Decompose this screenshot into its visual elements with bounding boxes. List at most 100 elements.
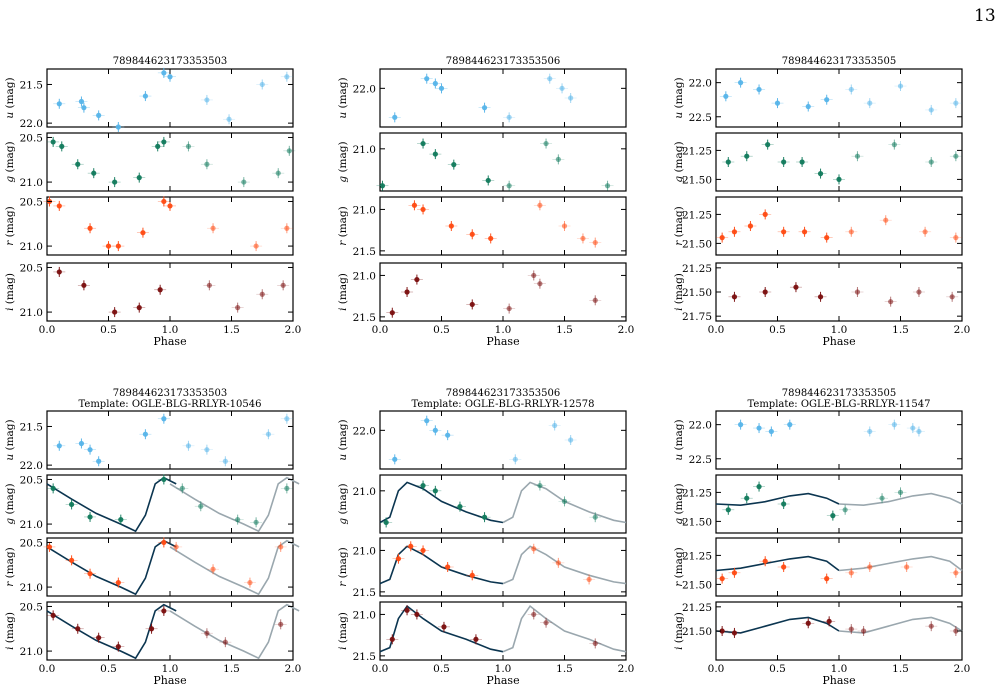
point-marker: [265, 431, 271, 437]
panel-frame: [379, 196, 627, 256]
data-point: [237, 177, 250, 188]
data-point: [136, 227, 149, 238]
y-tick-label: 20.5: [20, 474, 43, 486]
y-axis-label-unit: (mag): [673, 612, 685, 646]
data-point: [845, 624, 858, 635]
data-point: [716, 232, 729, 243]
y-axis-label-unit: (mag): [337, 612, 349, 646]
data-point: [404, 541, 417, 552]
point-marker: [888, 299, 894, 305]
point-marker: [543, 140, 549, 147]
data-point: [543, 73, 556, 84]
point-marker: [441, 624, 447, 630]
data-point: [734, 419, 747, 430]
data-point: [946, 291, 959, 302]
point-marker: [457, 504, 463, 510]
data-point: [469, 634, 482, 645]
x-tick-label: 0.0: [39, 663, 56, 675]
y-axis-label-unit: (mag): [337, 206, 349, 240]
data-point: [84, 568, 97, 579]
point-marker: [56, 203, 62, 209]
panel-r-band: 21.0 21.5 r (mag): [337, 537, 627, 599]
point-marker: [604, 183, 611, 189]
data-point: [417, 480, 430, 491]
data-point: [533, 200, 546, 211]
point-marker: [928, 107, 934, 113]
point-marker: [198, 503, 204, 509]
y-axis-label-band: u: [673, 112, 685, 119]
data-point: [527, 609, 540, 620]
data-point: [833, 174, 845, 185]
x-tick-label: 2.0: [954, 324, 971, 336]
point-marker: [488, 235, 494, 242]
data-point: [919, 226, 932, 237]
point-marker: [469, 572, 475, 578]
y-axis-label: r (mag): [673, 547, 685, 587]
point-marker: [204, 447, 210, 453]
point-marker: [824, 576, 830, 582]
data-point: [194, 501, 207, 512]
point-marker: [185, 143, 192, 149]
data-point: [139, 91, 152, 102]
data-point: [552, 557, 565, 568]
point-marker: [781, 229, 787, 235]
x-tick-label: 0.0: [708, 663, 725, 675]
y-axis-label: g (mag): [4, 483, 16, 524]
point-marker: [56, 443, 62, 449]
point-marker: [817, 294, 824, 300]
x-tick-label: 2.0: [285, 663, 302, 675]
point-marker: [420, 140, 426, 147]
x-tick-label: 1.0: [162, 324, 179, 336]
point-marker: [836, 176, 842, 182]
data-point: [231, 514, 244, 525]
point-marker: [891, 422, 897, 428]
point-marker: [719, 628, 725, 634]
x-tick-label: 0.0: [39, 324, 56, 336]
point-marker: [210, 225, 216, 231]
point-marker: [826, 618, 832, 624]
data-point: [722, 504, 735, 515]
y-tick-label: 21.50: [682, 174, 712, 186]
data-point: [417, 545, 430, 556]
data-point: [139, 429, 152, 440]
point-marker: [805, 620, 811, 626]
point-marker: [115, 124, 121, 130]
panel-r-band: 21.25 21.50r (mag): [673, 196, 963, 256]
data-point: [274, 541, 287, 552]
y-tick-label: 21.5: [353, 587, 376, 599]
panel-g-band: 20.5 21.0 g (mag): [4, 474, 300, 534]
y-axis-label-band: i: [673, 647, 685, 650]
data-point: [949, 567, 962, 578]
point-marker: [897, 489, 904, 495]
y-tick-label: 21.0: [20, 582, 43, 594]
point-marker: [592, 514, 598, 520]
data-point: [879, 215, 892, 226]
data-point: [200, 444, 213, 455]
data-point: [556, 83, 569, 94]
data-point: [823, 616, 836, 627]
point-marker: [140, 230, 146, 236]
point-marker: [69, 557, 75, 563]
data-point: [845, 226, 858, 237]
point-marker: [115, 243, 121, 249]
data-point: [814, 168, 827, 179]
point-marker: [774, 100, 781, 106]
data-point: [839, 504, 852, 515]
point-marker: [561, 498, 568, 504]
x-tick-label: 1.5: [223, 324, 240, 336]
point-marker: [235, 517, 241, 523]
data-point: [84, 444, 97, 455]
point-marker: [241, 179, 247, 185]
data-point: [857, 626, 870, 636]
point-marker: [204, 97, 210, 103]
y-axis-label: i (mag): [337, 612, 349, 650]
data-point: [894, 81, 907, 92]
y-axis-label-unit: (mag): [673, 273, 685, 307]
data-point: [408, 200, 421, 211]
data-point: [151, 141, 164, 152]
data-point: [894, 487, 907, 498]
data-point: [744, 221, 757, 231]
y-tick-label: 21.50: [682, 287, 712, 299]
point-marker: [161, 70, 167, 76]
